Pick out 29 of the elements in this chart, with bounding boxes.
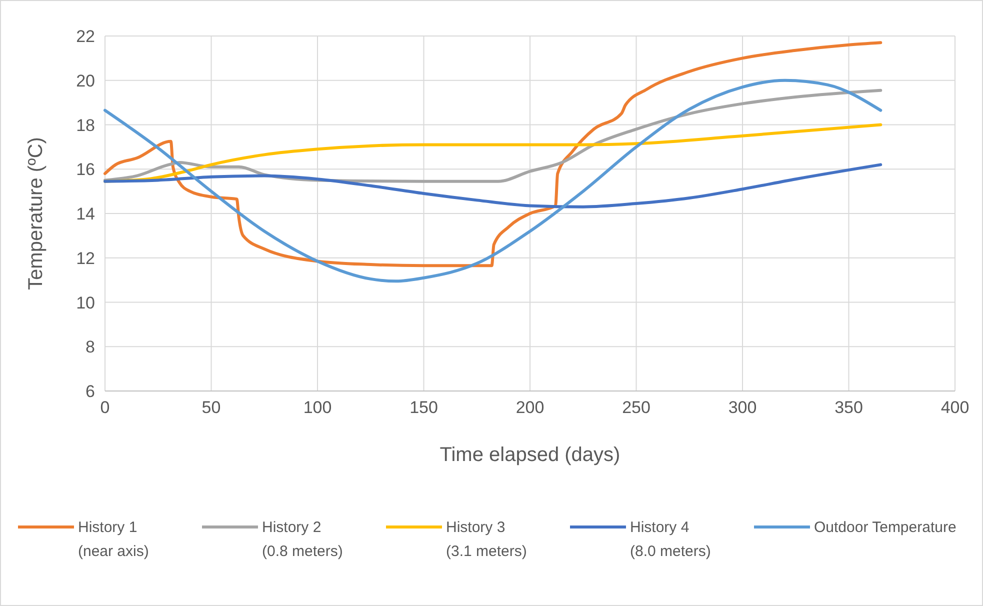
legend-label: History 1 (near axis) [78, 519, 149, 560]
x-tick-label: 100 [303, 398, 332, 417]
y-tick-label: 20 [76, 71, 95, 90]
y-tick-label: 10 [76, 293, 95, 312]
legend-label: History 2 (0.8 meters) [262, 519, 343, 560]
y-tick-label: 6 [86, 382, 95, 401]
y-axis-title: Temperature (ºC) [25, 137, 47, 290]
x-axis-title: Time elapsed (days) [440, 444, 620, 466]
line-series [104, 41, 882, 268]
y-tick-label: 22 [76, 27, 95, 46]
x-tick-label: 150 [410, 398, 438, 417]
legend-label: History 4 (8.0 meters) [630, 519, 711, 560]
line-series [104, 163, 882, 208]
y-tick-label: 12 [76, 248, 95, 268]
y-tick-label: 18 [76, 116, 95, 135]
x-tick-label: 300 [728, 398, 757, 417]
x-tick-label: 200 [516, 398, 544, 417]
x-tick-label: 0 [100, 398, 110, 417]
x-tick-label: 250 [622, 398, 650, 417]
legend-label: Outdoor Temperature [814, 519, 956, 536]
x-tick-label: 50 [202, 398, 221, 417]
y-tick-label: 14 [76, 204, 95, 224]
legend-label: History 3 (3.1 meters) [446, 519, 527, 560]
line-series [104, 78, 882, 283]
x-tick-label: 350 [834, 398, 863, 417]
line-series [104, 123, 882, 183]
y-tick-label: 8 [86, 338, 95, 357]
x-tick-label: 400 [940, 398, 970, 417]
y-tick-label: 16 [76, 160, 95, 180]
